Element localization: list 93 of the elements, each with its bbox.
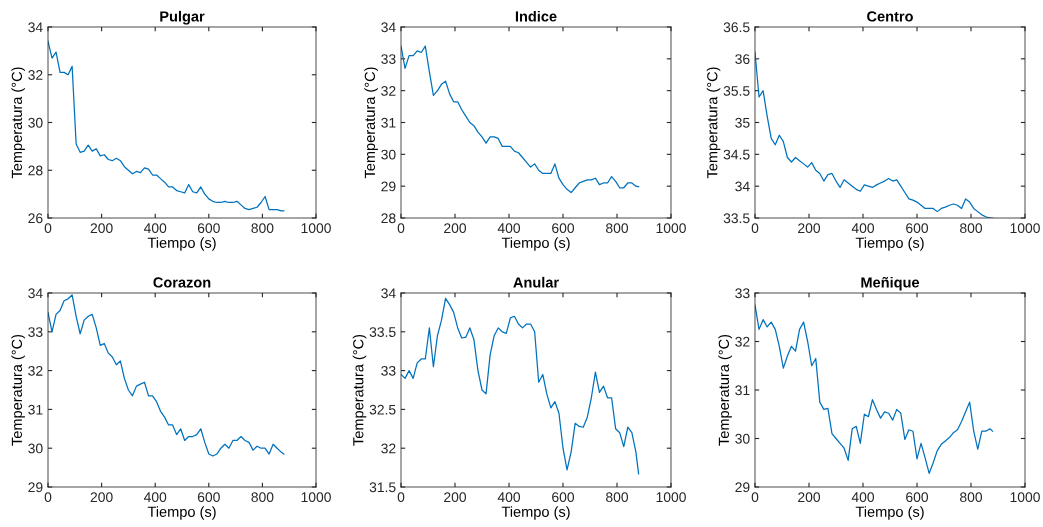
x-tick-label: 600 bbox=[197, 492, 220, 503]
x-tick-label: 800 bbox=[251, 492, 274, 503]
y-axis-title: Temperatura (°C) bbox=[11, 67, 25, 179]
x-tick-label: 600 bbox=[552, 492, 575, 503]
x-tick-label: 600 bbox=[197, 223, 220, 234]
y-tick-label: 35.5 bbox=[723, 86, 750, 96]
x-tick-label: 400 bbox=[143, 492, 167, 503]
x-tick-label: 1000 bbox=[1010, 223, 1040, 234]
y-tick-label: 36 bbox=[735, 54, 750, 64]
y-tick-label: 29 bbox=[735, 482, 750, 493]
y-axis-title: Temperatura (°C) bbox=[364, 67, 378, 179]
y-tick-label: 34 bbox=[28, 22, 43, 33]
line-series bbox=[401, 297, 640, 475]
y-tick-label: 31 bbox=[735, 385, 750, 396]
y-tick-label: 28 bbox=[381, 213, 396, 224]
y-tick-label: 31 bbox=[381, 117, 396, 128]
y-tick-label: 32 bbox=[381, 443, 396, 454]
x-axis-title: Tiempo (s) bbox=[501, 237, 570, 251]
x-tick-label: 600 bbox=[906, 223, 929, 234]
x-tick-label: 800 bbox=[960, 223, 983, 234]
x-tick-label: 1000 bbox=[301, 492, 331, 503]
y-tick-label: 32.5 bbox=[369, 404, 396, 415]
y-tick-label: 28 bbox=[28, 165, 43, 176]
y-tick-label: 30 bbox=[735, 433, 750, 444]
x-axis-title: Tiempo (s) bbox=[855, 237, 924, 251]
chart-title: Pulgar bbox=[160, 10, 205, 25]
y-tick-label: 33 bbox=[381, 54, 396, 64]
x-axis-title: Tiempo (s) bbox=[147, 237, 216, 251]
y-tick-label: 31.5 bbox=[369, 482, 396, 493]
y-tick-label: 29 bbox=[28, 482, 43, 493]
x-axis-title: Tiempo (s) bbox=[855, 506, 924, 520]
x-tick-label: 1000 bbox=[1010, 492, 1040, 503]
x-tick-label: 0 bbox=[397, 492, 405, 503]
x-tick-label: 1000 bbox=[301, 223, 331, 234]
line-series bbox=[48, 294, 285, 457]
y-axis-title: Temperatura (°C) bbox=[11, 334, 25, 446]
y-tick-label: 33 bbox=[28, 327, 43, 337]
x-tick-label: 1000 bbox=[656, 492, 686, 503]
y-tick-label: 34 bbox=[381, 288, 396, 299]
x-tick-label: 200 bbox=[444, 223, 467, 234]
chart-title: Corazon bbox=[153, 277, 211, 288]
y-tick-label: 30 bbox=[28, 443, 43, 454]
x-tick-label: 800 bbox=[251, 223, 274, 234]
y-tick-label: 30 bbox=[28, 117, 43, 128]
y-tick-label: 35 bbox=[735, 117, 750, 128]
y-tick-label: 34 bbox=[28, 288, 43, 299]
x-tick-label: 0 bbox=[44, 223, 52, 234]
y-tick-label: 26 bbox=[28, 213, 43, 224]
y-tick-label: 33.5 bbox=[723, 213, 750, 224]
x-tick-label: 800 bbox=[606, 492, 629, 503]
x-tick-label: 400 bbox=[851, 492, 875, 503]
y-tick-label: 31 bbox=[28, 404, 43, 415]
chart-title: Anular bbox=[513, 276, 559, 288]
y-tick-label: 36.5 bbox=[723, 22, 750, 33]
x-tick-label: 200 bbox=[90, 492, 113, 503]
x-tick-label: 400 bbox=[143, 223, 167, 234]
y-tick-label: 29 bbox=[381, 181, 396, 192]
y-tick-label: 33.5 bbox=[369, 327, 396, 337]
chart-title: Centro bbox=[867, 11, 913, 22]
y-tick-label: 32 bbox=[28, 70, 43, 80]
x-tick-label: 200 bbox=[444, 492, 467, 503]
x-tick-label: 800 bbox=[606, 223, 629, 234]
y-tick-label: 32 bbox=[381, 86, 396, 96]
x-axis-title: Tiempo (s) bbox=[147, 506, 216, 520]
x-tick-label: 600 bbox=[906, 492, 929, 503]
x-axis-title: Tiempo (s) bbox=[501, 506, 570, 520]
y-tick-label: 33 bbox=[735, 288, 750, 299]
x-tick-label: 1000 bbox=[656, 223, 686, 234]
x-tick-label: 0 bbox=[44, 492, 52, 503]
x-tick-label: 800 bbox=[960, 492, 983, 503]
y-tick-label: 32 bbox=[28, 365, 43, 376]
y-tick-label: 34 bbox=[735, 181, 750, 192]
x-tick-label: 400 bbox=[497, 223, 521, 234]
x-tick-label: 400 bbox=[851, 223, 875, 234]
y-axis-title: Temperatura (°C) bbox=[706, 67, 721, 179]
y-tick-label: 32 bbox=[735, 336, 750, 347]
x-tick-label: 400 bbox=[497, 492, 521, 503]
y-tick-label: 34.5 bbox=[723, 149, 750, 160]
y-axis-title: Temperatura (°C) bbox=[352, 334, 367, 446]
x-tick-label: 0 bbox=[751, 223, 759, 234]
x-tick-label: 0 bbox=[751, 492, 759, 503]
chart-title: Indice bbox=[515, 10, 557, 22]
x-tick-label: 200 bbox=[798, 492, 821, 503]
chart-title: Meñique bbox=[861, 276, 920, 291]
x-tick-label: 200 bbox=[90, 223, 113, 234]
line-series bbox=[401, 45, 640, 194]
x-tick-label: 0 bbox=[397, 223, 405, 234]
y-tick-label: 33 bbox=[381, 365, 396, 376]
x-tick-label: 200 bbox=[798, 223, 821, 234]
x-tick-label: 600 bbox=[552, 223, 575, 234]
y-axis-title: Temperatura (°C) bbox=[718, 334, 732, 446]
y-tick-label: 34 bbox=[381, 22, 396, 33]
y-tick-label: 30 bbox=[381, 149, 396, 160]
